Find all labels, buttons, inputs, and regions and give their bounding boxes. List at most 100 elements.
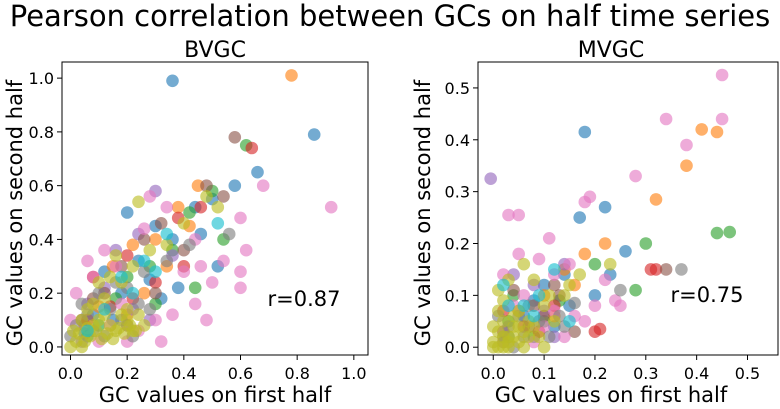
mvgc-point-s8-29 bbox=[497, 330, 510, 344]
mvgc-point-s0-3 bbox=[619, 245, 632, 258]
mvgc-points bbox=[484, 68, 736, 354]
bvgc-point-s6-4 bbox=[234, 265, 247, 279]
bvgc-point-s8-40 bbox=[120, 303, 134, 316]
mvgc-point-s0-6 bbox=[588, 289, 602, 302]
mvgc-point-s0-2 bbox=[573, 211, 586, 224]
mvgc-point-s8-2 bbox=[558, 289, 571, 302]
bvgc-point-s6-25 bbox=[188, 297, 202, 311]
mvgc-point-s8-22 bbox=[517, 340, 531, 354]
mvgc-point-s6-17 bbox=[558, 330, 571, 344]
bvgc-ytick-label-5: 1.0 bbox=[29, 69, 54, 88]
mvgc-ytick-label-0: 0.0 bbox=[445, 338, 470, 357]
mvgc-xtick-label-5: 0.5 bbox=[735, 364, 760, 383]
mvgc-xlabel: GC values on first half bbox=[495, 383, 728, 407]
bvgc-point-s6-7 bbox=[217, 254, 230, 268]
bvgc-ytick-label-1: 0.2 bbox=[29, 284, 54, 303]
bvgc-point-s6-11 bbox=[143, 190, 157, 203]
figure-title: Pearson correlation between GCs on half … bbox=[10, 0, 771, 33]
bvgc-point-s2-2 bbox=[183, 206, 196, 219]
mvgc-point-s1-5 bbox=[578, 247, 592, 261]
bvgc-point-s8-2 bbox=[132, 195, 145, 209]
mvgc-point-s5-4 bbox=[507, 283, 520, 297]
mvgc-point-s1-1 bbox=[695, 123, 708, 136]
bvgc-point-s8-8 bbox=[103, 270, 117, 284]
mvgc-point-s6-2 bbox=[715, 112, 729, 126]
mvgc-point-s6-7 bbox=[542, 232, 556, 245]
mvgc-point-s6-13 bbox=[588, 299, 602, 313]
bvgc-point-s0-3 bbox=[228, 179, 242, 192]
mvgc-point-s9-1 bbox=[532, 289, 546, 302]
mvgc-point-s6-15 bbox=[578, 315, 592, 328]
bvgc-point-s8-1 bbox=[200, 190, 213, 203]
bvgc-point-s7-1 bbox=[183, 238, 196, 252]
mvgc-point-s3-1 bbox=[649, 263, 663, 276]
bvgc-point-s7-3 bbox=[137, 265, 151, 279]
mvgc-panel: MVGC GC values on first half GC values o… bbox=[411, 38, 779, 407]
mvgc-point-s6-3 bbox=[680, 138, 693, 152]
mvgc-point-s8-25 bbox=[532, 330, 546, 344]
bvgc-point-s7-2 bbox=[160, 254, 174, 268]
bvgc-xtick-label-0: 0.0 bbox=[58, 364, 83, 383]
mvgc-point-s8-27 bbox=[487, 320, 500, 333]
bvgc-point-s6-24 bbox=[81, 254, 94, 268]
bvgc-point-s5-0 bbox=[228, 131, 242, 144]
mvgc-point-s8-23 bbox=[522, 330, 536, 344]
mvgc-point-s7-0 bbox=[675, 263, 688, 276]
mvgc-r-annotation: r=0.75 bbox=[671, 283, 744, 307]
bvgc-point-s9-2 bbox=[137, 254, 151, 268]
bvgc-point-s6-19 bbox=[166, 308, 179, 322]
mvgc-xtick-label-1: 0.1 bbox=[531, 364, 556, 383]
mvgc-point-s6-22 bbox=[598, 273, 612, 287]
mvgc-xtick-label-3: 0.3 bbox=[633, 364, 658, 383]
mvgc-point-s7-1 bbox=[614, 283, 627, 297]
bvgc-point-s3-1 bbox=[194, 200, 208, 214]
mvgc-point-s9-6 bbox=[527, 309, 541, 323]
mvgc-ytick-label-5: 0.5 bbox=[445, 79, 470, 98]
bvgc-point-s0-2 bbox=[251, 165, 264, 179]
mvgc-point-s6-8 bbox=[502, 208, 515, 222]
bvgc-point-s8-10 bbox=[92, 276, 106, 289]
bvgc-point-s6-14 bbox=[109, 260, 123, 273]
mvgc-point-s8-34 bbox=[537, 299, 551, 313]
mvgc-point-s6-0 bbox=[715, 68, 729, 82]
bvgc-point-s8-18 bbox=[132, 308, 145, 322]
mvgc-point-s6-19 bbox=[517, 289, 531, 302]
bvgc-ytick-label-0: 0.0 bbox=[29, 338, 54, 357]
bvgc-xtick-label-5: 1.0 bbox=[341, 364, 366, 383]
bvgc-point-s6-8 bbox=[205, 276, 219, 289]
mvgc-point-s1-3 bbox=[649, 193, 663, 206]
bvgc-point-s3-3 bbox=[120, 249, 134, 262]
bvgc-point-s5-3 bbox=[154, 217, 168, 230]
mvgc-ytick-label-3: 0.3 bbox=[445, 183, 470, 202]
mvgc-point-s5-7 bbox=[548, 278, 561, 292]
mvgc-point-s1-4 bbox=[598, 237, 612, 250]
bvgc-r-annotation: r=0.87 bbox=[268, 287, 341, 311]
mvgc-point-s9-3 bbox=[502, 299, 515, 313]
bvgc-xtick-label-2: 0.4 bbox=[171, 364, 196, 383]
mvgc-point-s0-1 bbox=[598, 200, 612, 214]
bvgc-axes-frame bbox=[61, 61, 369, 356]
mvgc-point-s4-0 bbox=[484, 172, 498, 185]
bvgc-point-s8-0 bbox=[211, 200, 225, 214]
mvgc-point-s7-2 bbox=[568, 296, 581, 310]
bvgc-ytick-label-3: 0.6 bbox=[29, 177, 54, 196]
mvgc-point-s2-0 bbox=[710, 226, 724, 240]
mvgc-point-s6-9 bbox=[512, 208, 525, 222]
bvgc-point-s1-3 bbox=[149, 233, 162, 246]
bvgc-point-s5-1 bbox=[200, 179, 213, 192]
mvgc-point-s9-0 bbox=[548, 263, 561, 276]
bvgc-point-s8-31 bbox=[106, 332, 120, 346]
mvgc-ticks: 0.0 0.1 0.2 0.3 0.4 0.5 0.0 0.1 0.2 0.3 0.4 0.5 bbox=[445, 79, 761, 383]
mvgc-point-s2-4 bbox=[588, 257, 602, 271]
bvgc-point-s3-0 bbox=[245, 141, 259, 155]
mvgc-point-s8-35 bbox=[548, 315, 561, 328]
bvgc-point-s0-16 bbox=[171, 281, 185, 295]
mvgc-point-s6-6 bbox=[578, 195, 592, 209]
bvgc-point-s3-6 bbox=[149, 276, 162, 289]
mvgc-point-s6-24 bbox=[614, 299, 627, 313]
mvgc-ytick-label-2: 0.2 bbox=[445, 235, 470, 254]
mvgc-point-s2-1 bbox=[723, 225, 736, 239]
mvgc-point-s8-30 bbox=[502, 340, 515, 354]
bvgc-point-s8-3 bbox=[160, 238, 174, 252]
